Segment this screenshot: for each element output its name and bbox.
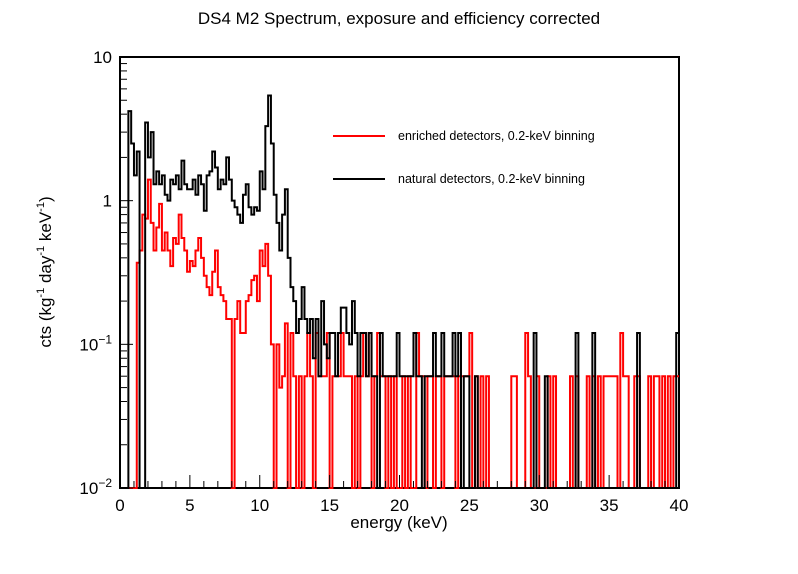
x-tick-label: 25: [460, 496, 479, 515]
y-label-exponent: -1: [35, 202, 47, 212]
series-line-natural: [120, 94, 679, 489]
x-tick-label: 40: [670, 496, 689, 515]
x-tick-label: 10: [250, 496, 269, 515]
x-axis-label: energy (keV): [350, 513, 447, 532]
x-tick-label: 15: [320, 496, 339, 515]
y-label-part: keV: [36, 211, 55, 246]
y-tick-label: 10−1: [79, 332, 112, 354]
axis-ticks: [119, 56, 680, 489]
chart-title: DS4 M2 Spectrum, exposure and efficiency…: [198, 9, 600, 28]
x-tick-label: 35: [600, 496, 619, 515]
x-tick-label: 30: [530, 496, 549, 515]
y-label-exponent: -1: [35, 288, 47, 298]
y-tick-labels: 10 1 10−1 10−2: [79, 48, 112, 498]
legend: enriched detectors, 0.2-keV binning natur…: [333, 129, 595, 186]
y-tick-label: 10−2: [79, 476, 112, 498]
x-tick-label: 0: [115, 496, 124, 515]
legend-label: natural detectors, 0.2-keV binning: [398, 172, 585, 186]
plot-area: [119, 56, 680, 489]
y-label-exponent: -1: [35, 246, 47, 256]
y-label-part: cts (kg: [36, 298, 55, 348]
series-layer: [120, 94, 679, 489]
y-tick-label: 10: [93, 48, 112, 67]
y-label-part: ): [36, 196, 55, 202]
legend-label: enriched detectors, 0.2-keV binning: [398, 129, 595, 143]
x-tick-label: 5: [185, 496, 194, 515]
y-label-part: day: [36, 255, 55, 288]
x-tick-labels: 0 5 10 15 20 25 30 35 40: [115, 496, 688, 515]
x-tick-label: 20: [390, 496, 409, 515]
y-axis-label: cts (kg-1 day-1 keV-1): [35, 196, 55, 347]
y-tick-label: 1: [103, 192, 112, 211]
